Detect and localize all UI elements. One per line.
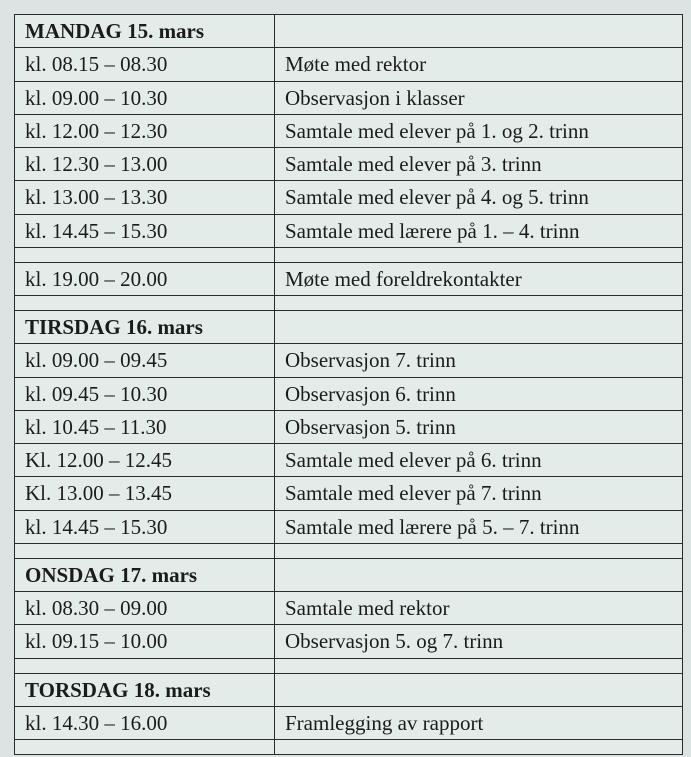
description-cell xyxy=(275,543,683,558)
time-cell: Kl. 12.00 – 12.45 xyxy=(15,444,275,477)
description-cell xyxy=(275,673,683,706)
table-row: kl. 09.00 – 10.30Observasjon i klasser xyxy=(15,81,683,114)
time-cell xyxy=(15,247,275,262)
description-cell xyxy=(275,15,683,48)
table-row xyxy=(15,658,683,673)
time-cell: kl. 19.00 – 20.00 xyxy=(15,262,275,295)
table-row: kl. 09.15 – 10.00Observasjon 5. og 7. tr… xyxy=(15,625,683,658)
table-row: kl. 09.45 – 10.30Observasjon 6. trinn xyxy=(15,377,683,410)
description-cell xyxy=(275,658,683,673)
table-row: ONSDAG 17. mars xyxy=(15,558,683,591)
description-cell: Samtale med rektor xyxy=(275,592,683,625)
table-row: Kl. 12.00 – 12.45Samtale med elever på 6… xyxy=(15,444,683,477)
time-cell: kl. 14.45 – 15.30 xyxy=(15,510,275,543)
time-cell: kl. 10.45 – 11.30 xyxy=(15,410,275,443)
table-row: kl. 14.45 – 15.30Samtale med lærere på 1… xyxy=(15,214,683,247)
table-row: kl. 09.00 – 09.45Observasjon 7. trinn xyxy=(15,344,683,377)
description-cell xyxy=(275,296,683,311)
description-cell xyxy=(275,740,683,755)
description-cell: Møte med rektor xyxy=(275,48,683,81)
time-cell: kl. 13.00 – 13.30 xyxy=(15,181,275,214)
table-row: kl. 19.00 – 20.00Møte med foreldrekontak… xyxy=(15,262,683,295)
day-header: MANDAG 15. mars xyxy=(15,15,275,48)
description-cell: Samtale med elever på 6. trinn xyxy=(275,444,683,477)
table-row: kl. 08.15 – 08.30Møte med rektor xyxy=(15,48,683,81)
time-cell: kl. 09.45 – 10.30 xyxy=(15,377,275,410)
time-cell xyxy=(15,296,275,311)
time-cell: kl. 08.15 – 08.30 xyxy=(15,48,275,81)
table-row: kl. 12.30 – 13.00Samtale med elever på 3… xyxy=(15,148,683,181)
schedule-tbody: MANDAG 15. marskl. 08.15 – 08.30Møte med… xyxy=(15,15,683,755)
table-row: TORSDAG 18. mars xyxy=(15,673,683,706)
day-header: TIRSDAG 16. mars xyxy=(15,311,275,344)
description-cell: Observasjon 6. trinn xyxy=(275,377,683,410)
table-row: TIRSDAG 16. mars xyxy=(15,311,683,344)
time-cell xyxy=(15,658,275,673)
description-cell: Samtale med elever på 3. trinn xyxy=(275,148,683,181)
description-cell: Observasjon 5. og 7. trinn xyxy=(275,625,683,658)
table-row: kl. 14.45 – 15.30Samtale med lærere på 5… xyxy=(15,510,683,543)
day-header: TORSDAG 18. mars xyxy=(15,673,275,706)
time-cell: kl. 09.00 – 09.45 xyxy=(15,344,275,377)
description-cell: Samtale med lærere på 1. – 4. trinn xyxy=(275,214,683,247)
time-cell: kl. 12.00 – 12.30 xyxy=(15,114,275,147)
description-cell: Observasjon 5. trinn xyxy=(275,410,683,443)
time-cell: kl. 14.30 – 16.00 xyxy=(15,706,275,739)
table-row xyxy=(15,296,683,311)
table-row xyxy=(15,543,683,558)
description-cell: Observasjon 7. trinn xyxy=(275,344,683,377)
day-header: ONSDAG 17. mars xyxy=(15,558,275,591)
description-cell xyxy=(275,558,683,591)
description-cell: Samtale med elever på 4. og 5. trinn xyxy=(275,181,683,214)
table-row: MANDAG 15. mars xyxy=(15,15,683,48)
description-cell: Samtale med lærere på 5. – 7. trinn xyxy=(275,510,683,543)
schedule-table: MANDAG 15. marskl. 08.15 – 08.30Møte med… xyxy=(14,14,683,755)
description-cell xyxy=(275,247,683,262)
description-cell: Samtale med elever på 1. og 2. trinn xyxy=(275,114,683,147)
description-cell: Framlegging av rapport xyxy=(275,706,683,739)
description-cell: Observasjon i klasser xyxy=(275,81,683,114)
table-row: kl. 14.30 – 16.00Framlegging av rapport xyxy=(15,706,683,739)
table-row: Kl. 13.00 – 13.45Samtale med elever på 7… xyxy=(15,477,683,510)
time-cell: kl. 14.45 – 15.30 xyxy=(15,214,275,247)
description-cell xyxy=(275,311,683,344)
time-cell xyxy=(15,543,275,558)
table-row: kl. 08.30 – 09.00Samtale med rektor xyxy=(15,592,683,625)
table-row: kl. 13.00 – 13.30Samtale med elever på 4… xyxy=(15,181,683,214)
table-row: kl. 12.00 – 12.30Samtale med elever på 1… xyxy=(15,114,683,147)
time-cell: kl. 09.15 – 10.00 xyxy=(15,625,275,658)
table-row: kl. 10.45 – 11.30Observasjon 5. trinn xyxy=(15,410,683,443)
table-row xyxy=(15,740,683,755)
table-row xyxy=(15,247,683,262)
time-cell: kl. 09.00 – 10.30 xyxy=(15,81,275,114)
description-cell: Møte med foreldrekontakter xyxy=(275,262,683,295)
time-cell xyxy=(15,740,275,755)
description-cell: Samtale med elever på 7. trinn xyxy=(275,477,683,510)
time-cell: kl. 12.30 – 13.00 xyxy=(15,148,275,181)
time-cell: kl. 08.30 – 09.00 xyxy=(15,592,275,625)
time-cell: Kl. 13.00 – 13.45 xyxy=(15,477,275,510)
page: MANDAG 15. marskl. 08.15 – 08.30Møte med… xyxy=(0,0,691,757)
